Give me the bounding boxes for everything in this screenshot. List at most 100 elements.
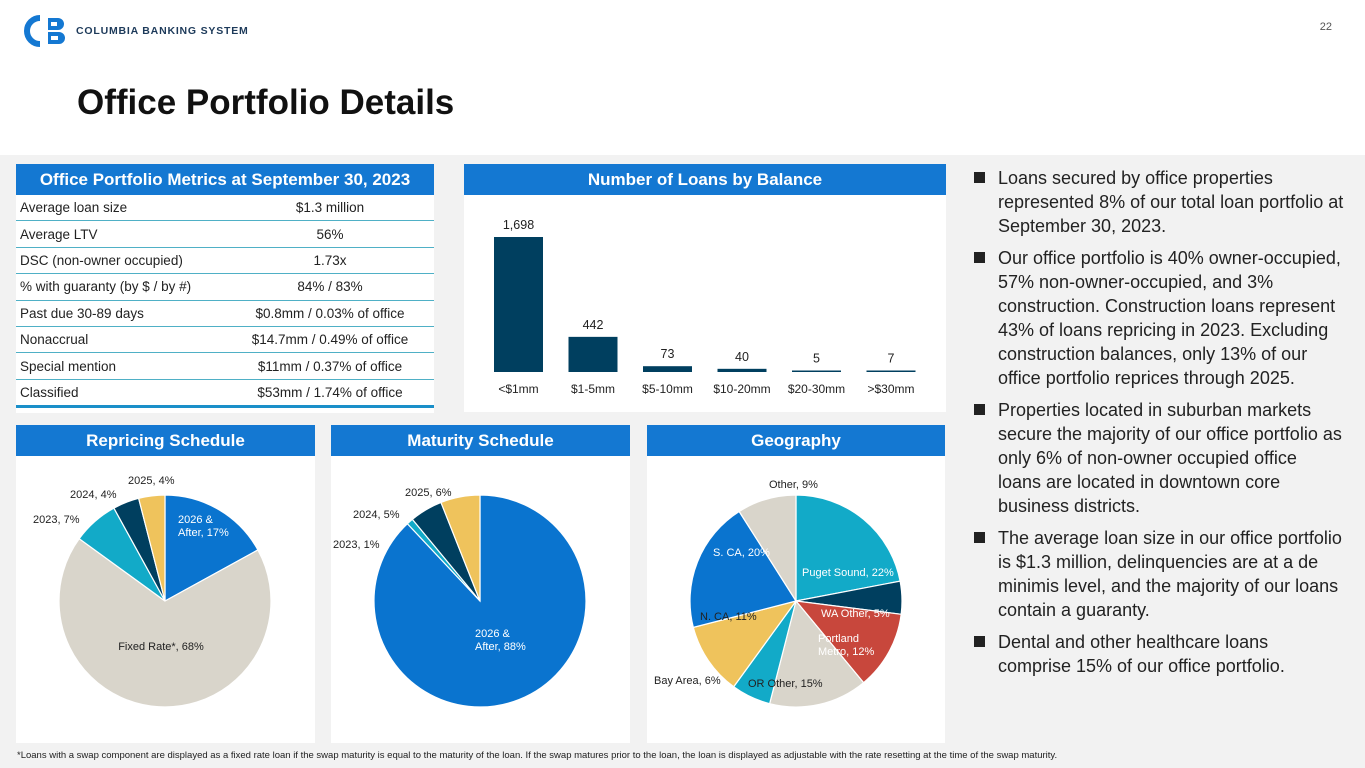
- key-point-text: Dental and other healthcare loans compri…: [998, 632, 1285, 676]
- maturity-title: Maturity Schedule: [331, 425, 630, 456]
- repricing-pie-chart: 2026 & After, 17% Fixed Rate*, 68% 2023, 7%…: [33, 475, 272, 708]
- metric-value: $0.8mm / 0.03% of office: [226, 300, 434, 327]
- metric-label: Nonaccrual: [16, 326, 226, 354]
- square-bullet-icon: [974, 404, 985, 415]
- metric-label: Average loan size: [16, 195, 226, 222]
- pie-label: Bay Area, 6%: [654, 675, 721, 687]
- pie-label: 2024, 4%: [70, 489, 117, 501]
- bar-category-label: $1-5mm: [571, 382, 615, 396]
- metrics-row: Special mention $11mm / 0.37% of office: [16, 352, 434, 380]
- bar-value-label: 1,698: [503, 218, 534, 232]
- pie-slice: [768, 599, 865, 708]
- bar-category-label: $10-20mm: [713, 382, 770, 396]
- pie-label: WA Other, 5%: [821, 608, 890, 620]
- metric-value: 56%: [226, 220, 434, 248]
- bar-5: [866, 370, 916, 372]
- pie-slice: [692, 600, 798, 688]
- metrics-panel: Office Portfolio Metrics at September 30…: [16, 164, 434, 413]
- bar-value-label: 40: [735, 350, 749, 364]
- pie-label: OR Other, 15%: [748, 678, 823, 690]
- bar-value-label: 73: [661, 347, 675, 361]
- metric-value: $14.7mm / 0.49% of office: [226, 326, 434, 354]
- metric-label: % with guaranty (by $ / by #): [16, 273, 226, 301]
- loans-by-balance-chart: 1,698 <$1mm 442 $1-5mm 73 $5-10mm 40 $10-20mm 5 $…: [494, 218, 916, 396]
- metrics-row: Nonaccrual $14.7mm / 0.49% of office: [16, 326, 434, 354]
- repricing-panel: Repricing Schedule 2026 & After, 17% Fixed…: [16, 425, 315, 743]
- metrics-row: Average LTV 56%: [16, 220, 434, 248]
- pie-label: S. CA, 20%: [713, 547, 770, 559]
- key-point: Our office portfolio is 40% owner-occupi…: [972, 246, 1344, 390]
- bar-value-label: 5: [813, 352, 820, 366]
- loans-by-balance-panel: Number of Loans by Balance 1,698 <$1mm 442…: [464, 164, 946, 412]
- key-points-list: Loans secured by office properties repre…: [972, 166, 1344, 686]
- metric-value: 1.73x: [226, 247, 434, 275]
- key-point-text: Properties located in suburban markets s…: [998, 400, 1342, 516]
- key-point-text: The average loan size in our office port…: [998, 528, 1342, 620]
- pie-slice: [794, 600, 902, 684]
- metric-label: Average LTV: [16, 220, 226, 248]
- pie-slice: [164, 494, 259, 603]
- pie-label: 2023, 1%: [333, 539, 380, 551]
- company-logo: COLUMBIA BANKING SYSTEM: [24, 15, 249, 47]
- pie-label: Portland Metro, 12%: [818, 633, 874, 658]
- key-point-text: Loans secured by office properties repre…: [998, 168, 1344, 236]
- metrics-row: Average loan size $1.3 million: [16, 195, 434, 222]
- pie-slice: [58, 537, 272, 708]
- loans-by-balance-title: Number of Loans by Balance: [464, 164, 946, 195]
- metrics-row: Classified $53mm / 1.74% of office: [16, 379, 434, 409]
- metric-label: Past due 30-89 days: [16, 300, 226, 327]
- metrics-row: % with guaranty (by $ / by #) 84% / 83%: [16, 273, 434, 301]
- key-point: The average loan size in our office port…: [972, 526, 1344, 622]
- pie-slice: [795, 494, 901, 602]
- bar-value-label: 442: [583, 318, 604, 332]
- pie-slice: [738, 494, 797, 604]
- pie-label: 2025, 6%: [405, 487, 452, 499]
- repricing-title: Repricing Schedule: [16, 425, 315, 456]
- pie-slice: [689, 510, 797, 629]
- geography-pie-chart: Puget Sound, 22% WA Other, 5% Portland Metr…: [654, 479, 903, 708]
- pie-label: 2024, 5%: [353, 509, 400, 521]
- metric-label: DSC (non-owner occupied): [16, 247, 226, 275]
- pie-label: 2025, 4%: [128, 475, 175, 487]
- square-bullet-icon: [974, 532, 985, 543]
- metric-label: Special mention: [16, 352, 226, 380]
- pie-label: 2026 & After, 88%: [475, 628, 526, 653]
- bar-4: [792, 370, 841, 372]
- pie-label: N. CA, 11%: [700, 611, 757, 623]
- footnote: *Loans with a swap component are display…: [17, 750, 1058, 761]
- pie-slice: [137, 494, 166, 602]
- bar-2: [643, 366, 692, 372]
- bar-category-label: $5-10mm: [642, 382, 693, 396]
- metrics-row: Past due 30-89 days $0.8mm / 0.03% of off…: [16, 300, 434, 327]
- pie-slice: [440, 494, 481, 602]
- pie-label: Other, 9%: [769, 479, 818, 491]
- company-name: COLUMBIA BANKING SYSTEM: [76, 25, 249, 37]
- header-area: [0, 0, 1365, 155]
- columbia-logo-icon: [24, 15, 65, 47]
- bar-value-label: 7: [888, 352, 895, 366]
- bar-category-label: <$1mm: [498, 382, 538, 396]
- metrics-panel-title: Office Portfolio Metrics at September 30…: [16, 164, 434, 195]
- pie-label: Fixed Rate*, 68%: [118, 641, 204, 653]
- square-bullet-icon: [974, 252, 985, 263]
- maturity-panel: Maturity Schedule 2026 & After, 88% 2023, …: [331, 425, 630, 743]
- metrics-row: DSC (non-owner occupied) 1.73x: [16, 247, 434, 275]
- pie-label: 2026 & After, 17%: [178, 514, 229, 539]
- geography-panel: Geography Puget Sound, 22% WA Other, 5% Po…: [647, 425, 945, 743]
- key-point: Properties located in suburban markets s…: [972, 398, 1344, 518]
- page-number: 22: [1319, 21, 1332, 33]
- key-point: Loans secured by office properties repre…: [972, 166, 1344, 238]
- key-point: Dental and other healthcare loans compri…: [972, 630, 1344, 678]
- bar-3: [717, 368, 767, 372]
- bar-category-label: $20-30mm: [788, 382, 845, 396]
- bar-1: [568, 336, 618, 372]
- metric-label: Classified: [16, 379, 226, 409]
- metric-value: $11mm / 0.37% of office: [226, 352, 434, 380]
- bar-category-label: >$30mm: [867, 382, 914, 396]
- page-title: Office Portfolio Details: [77, 83, 455, 122]
- square-bullet-icon: [974, 172, 985, 183]
- metric-value: 84% / 83%: [226, 273, 434, 301]
- pie-label: 2023, 7%: [33, 514, 80, 526]
- geography-title: Geography: [647, 425, 945, 456]
- metric-value: $1.3 million: [226, 195, 434, 222]
